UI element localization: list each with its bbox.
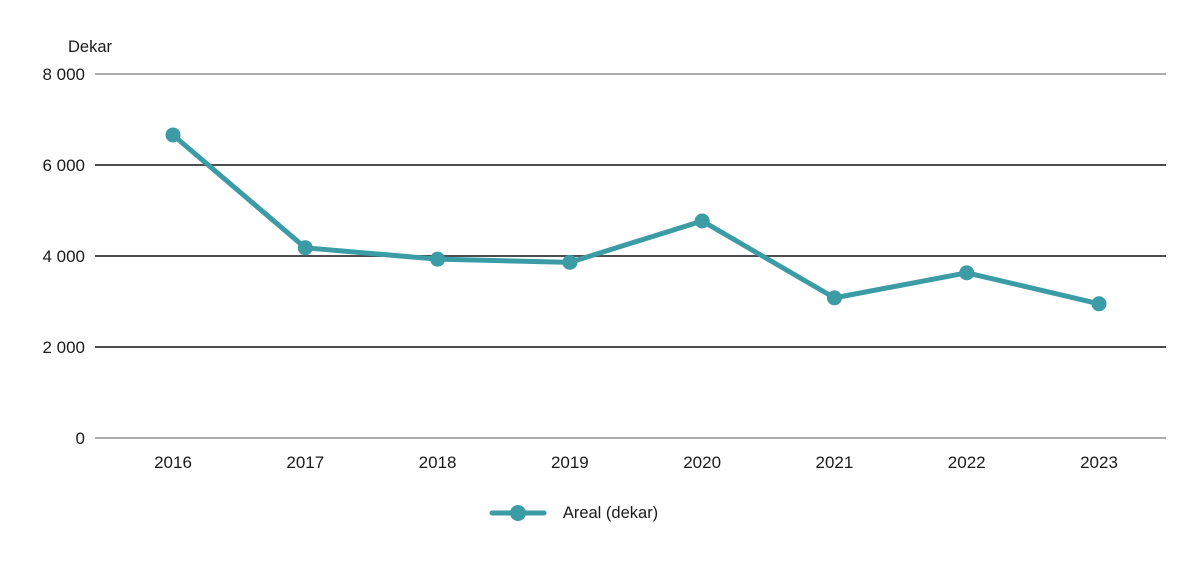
data-point-2018 xyxy=(430,251,446,267)
x-tick-label: 2022 xyxy=(948,453,986,472)
x-tick-label: 2016 xyxy=(154,453,192,472)
x-tick-label: 2017 xyxy=(286,453,324,472)
y-axis-unit-label: Dekar xyxy=(68,38,113,56)
legend-marker-line-dot xyxy=(489,505,547,521)
series-line xyxy=(170,132,1102,307)
data-point-2022 xyxy=(959,265,975,281)
chart-canvas: 0 2 000 4 000 6 000 8 000 2016 2017 2018 2019 202… xyxy=(42,38,1166,472)
data-point-2017 xyxy=(297,240,313,256)
x-tick-label: 2021 xyxy=(816,453,854,472)
legend: Areal (dekar) xyxy=(0,503,1147,523)
gridlines-group xyxy=(95,73,1166,439)
x-tick-label: 2018 xyxy=(419,453,457,472)
x-tick-label: 2023 xyxy=(1080,453,1118,472)
axis-labels-group: 0 2 000 4 000 6 000 8 000 2016 2017 2018 2019 202… xyxy=(42,65,1117,472)
data-point-2016 xyxy=(165,127,181,143)
data-point-2019 xyxy=(562,254,578,270)
y-tick-label: 2 000 xyxy=(42,338,85,357)
legend-label: Areal (dekar) xyxy=(562,504,659,522)
data-point-2023 xyxy=(1091,296,1107,312)
y-tick-label: 8 000 xyxy=(42,65,85,84)
x-tick-label: 2020 xyxy=(683,453,721,472)
series-group xyxy=(165,127,1107,312)
data-point-2020 xyxy=(694,213,710,229)
y-tick-label: 0 xyxy=(76,429,85,448)
data-point-2021 xyxy=(826,290,842,306)
y-tick-label: 4 000 xyxy=(42,247,85,266)
y-tick-label: 6 000 xyxy=(42,156,85,175)
x-tick-label: 2019 xyxy=(551,453,589,472)
